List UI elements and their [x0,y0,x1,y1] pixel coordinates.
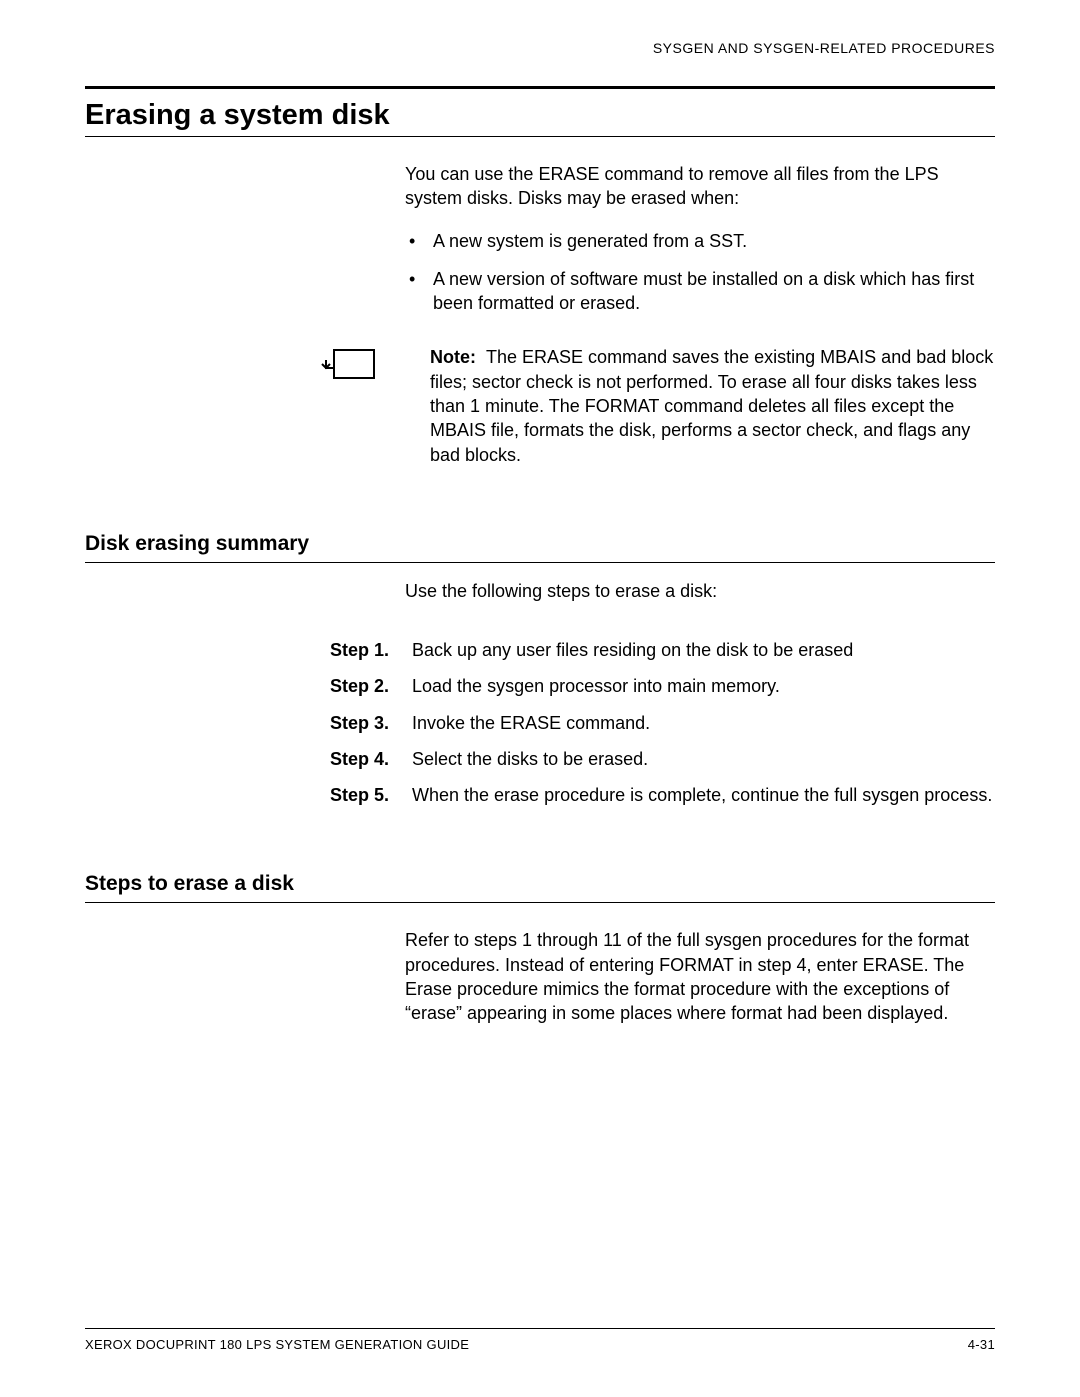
main-rule-under [85,136,995,137]
step-row: Step 1. Back up any user files residing … [330,638,995,662]
footer-doc-title: XEROX DOCUPRINT 180 LPS SYSTEM GENERATIO… [85,1337,469,1352]
section-rule [85,562,995,563]
bullet-item: • A new system is generated from a SST. [405,229,995,253]
intro-paragraph: You can use the ERASE command to remove … [405,162,995,211]
bullet-item: • A new version of software must be inst… [405,267,995,316]
note-label: Note: [430,347,476,367]
bullet-dot-icon: • [405,229,433,253]
step-row: Step 3. Invoke the ERASE command. [330,711,995,735]
note-body: The ERASE command saves the existing MBA… [430,347,993,464]
step-text: Invoke the ERASE command. [412,711,995,735]
footer-rule [85,1328,995,1329]
section-rule [85,902,995,903]
section-title-steps: Steps to erase a disk [85,872,995,902]
step-label: Step 5. [330,783,412,807]
step-label: Step 4. [330,747,412,771]
header-section-name: SYSGEN AND SYSGEN-RELATED PROCEDURES [85,40,995,56]
step-text: Load the sysgen processor into main memo… [412,674,995,698]
step-label: Step 3. [330,711,412,735]
bullet-text: A new version of software must be instal… [433,267,995,316]
step-row: Step 2. Load the sysgen processor into m… [330,674,995,698]
step-label: Step 1. [330,638,412,662]
step-text: Back up any user files residing on the d… [412,638,995,662]
section-body: Refer to steps 1 through 11 of the full … [405,928,995,1025]
step-text: Select the disks to be erased. [412,747,995,771]
step-label: Step 2. [330,674,412,698]
bullet-text: A new system is generated from a SST. [433,229,995,253]
step-text: When the erase procedure is complete, co… [412,783,995,807]
section-title-summary: Disk erasing summary [85,532,995,562]
step-row: Step 4. Select the disks to be erased. [330,747,995,771]
step-row: Step 5. When the erase procedure is comp… [330,783,995,807]
page-title: Erasing a system disk [85,91,995,136]
footer-page-number: 4-31 [968,1337,995,1352]
note-paragraph: Note: The ERASE command saves the existi… [430,345,995,466]
main-rule-top [85,86,995,89]
note-icon [320,345,405,391]
section-intro: Use the following steps to erase a disk: [405,581,995,602]
bullet-dot-icon: • [405,267,433,316]
